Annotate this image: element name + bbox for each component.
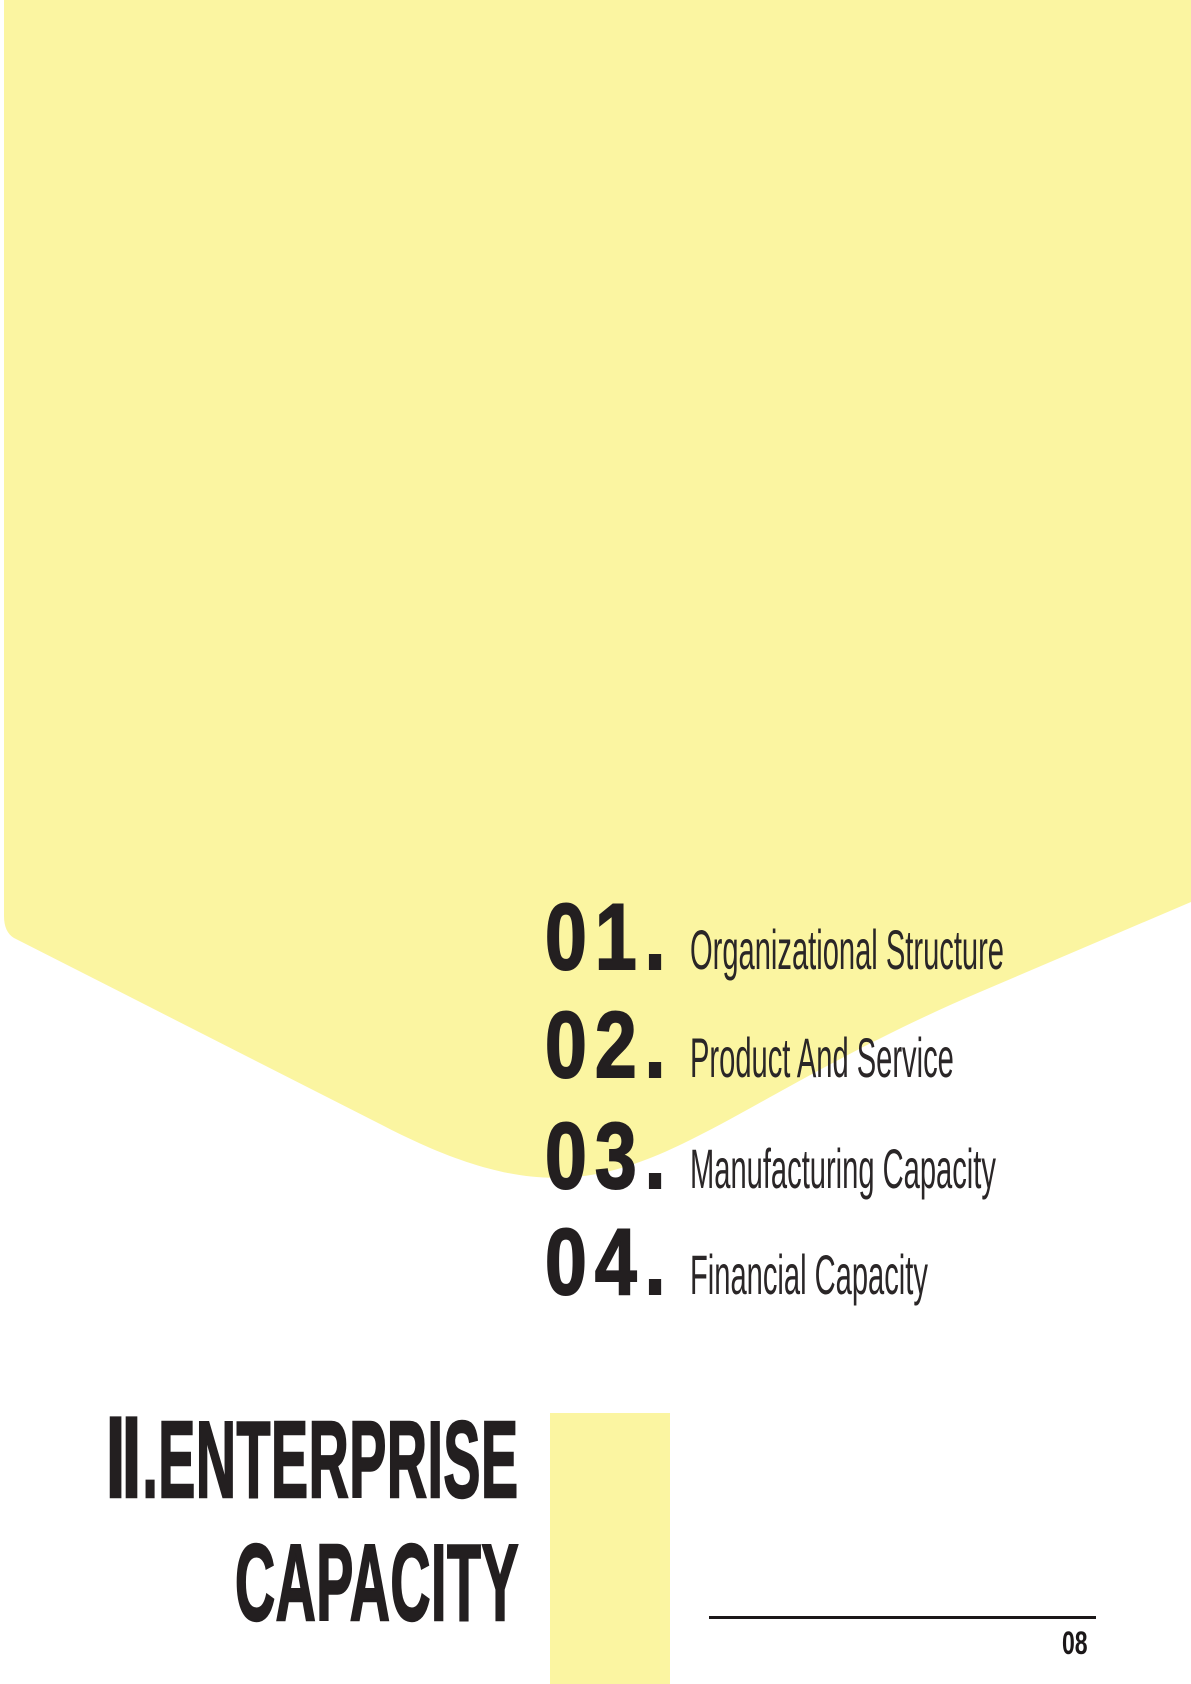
page-number-text: 08: [1062, 1625, 1088, 1661]
toc-item-04: 04. Financial Capacity: [544, 1209, 1165, 1315]
page-number: 08: [1052, 1627, 1088, 1659]
toc-item-label: Product And Service: [690, 1026, 954, 1089]
toc-number: 02.: [544, 992, 674, 1097]
toc-item-03: 03. Manufacturing Capacity: [544, 1103, 1165, 1209]
section-title-text: CAPACITY: [234, 1522, 519, 1644]
section-title-text: Ⅱ.ENTERPRISE: [105, 1399, 519, 1521]
yellow-banner-shape: [4, 0, 1191, 1178]
section-title-line1: Ⅱ.ENTERPRISE: [0, 1399, 519, 1521]
toc-number: 03.: [544, 1103, 674, 1208]
toc-item-label: Financial Capacity: [690, 1243, 928, 1306]
toc-item-label: Manufacturing Capacity: [690, 1137, 996, 1200]
toc-item-02: 02. Product And Service: [544, 992, 1165, 1098]
footer-rule: [709, 1616, 1096, 1619]
toc-item-01: 01. Organizational Structure: [544, 884, 1165, 990]
toc-item-label: Organizational Structure: [690, 918, 1005, 981]
yellow-accent-bar: [550, 1413, 670, 1684]
section-title-line2: CAPACITY: [0, 1522, 519, 1644]
toc-number: 01.: [544, 884, 674, 989]
toc-number: 04.: [544, 1209, 674, 1314]
